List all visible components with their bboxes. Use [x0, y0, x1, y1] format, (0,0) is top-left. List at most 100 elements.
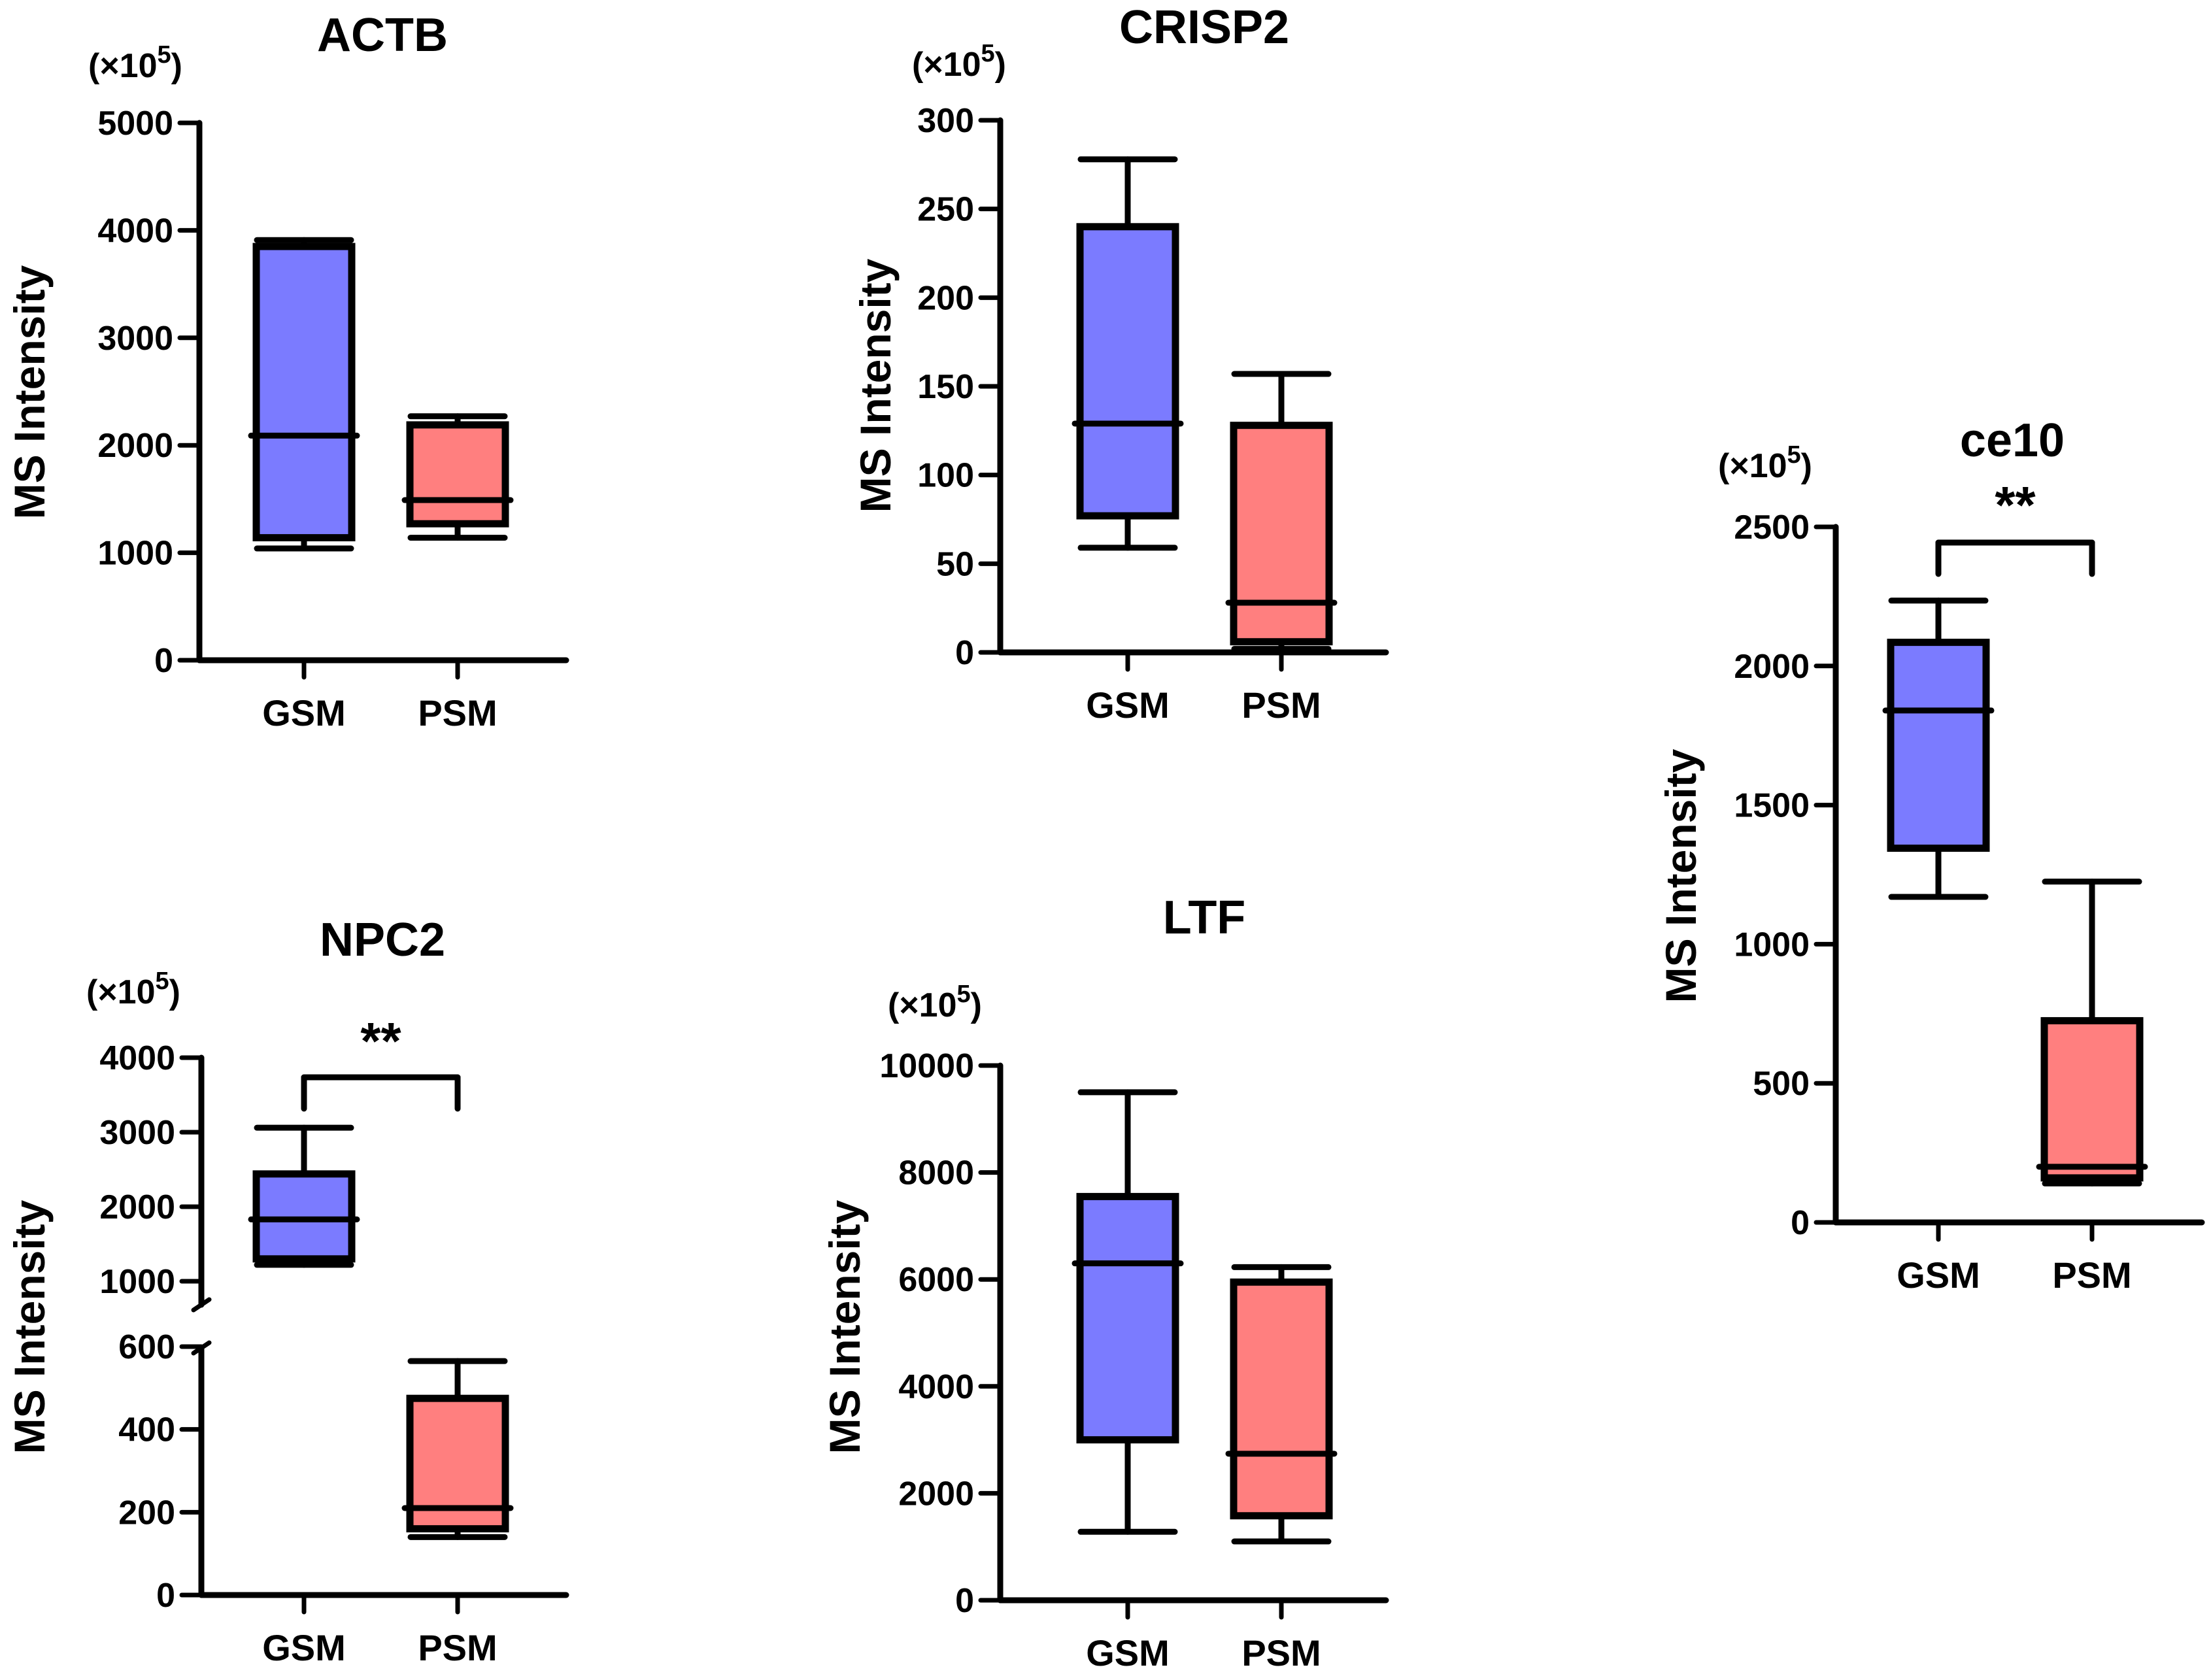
y-tick-label: 0	[955, 1582, 974, 1620]
scale-factor: (×105)	[86, 967, 180, 1011]
scale-exponent: 5	[156, 967, 169, 995]
box-iqr	[1230, 422, 1333, 646]
box-iqr	[2040, 1016, 2144, 1182]
scale-exponent: 5	[158, 41, 171, 69]
y-axis-label: MS Intensity	[820, 1200, 869, 1454]
box-gsm	[1072, 1089, 1184, 1535]
scale-close: )	[169, 973, 180, 1011]
y-tick-label: 1000	[1734, 926, 1810, 964]
chart-title: LTF	[1163, 892, 1246, 944]
y-axis-label: MS Intensity	[1657, 748, 1705, 1003]
y-tick-label: 4000	[97, 212, 173, 250]
box-psm	[1225, 1264, 1338, 1545]
scale-close: )	[995, 46, 1006, 84]
scale-exponent: 5	[1787, 441, 1801, 469]
y-tick-label: 4000	[898, 1368, 974, 1406]
y-tick-label: 250	[917, 191, 974, 229]
y-tick-label: 0	[154, 642, 173, 680]
x-tick-label-psm: PSM	[2052, 1254, 2131, 1296]
chart-title: CRISP2	[1119, 1, 1289, 54]
significance-bracket: **	[301, 1012, 461, 1112]
y-tick-label: 6000	[898, 1261, 974, 1299]
y-tick-label: 400	[118, 1411, 175, 1449]
chart-npc2: NPC2 (×105) MS Intensity 0 200 400 600 1000 2000…	[5, 914, 569, 1668]
box-gsm	[248, 237, 360, 552]
box-psm	[1225, 371, 1338, 652]
x-tick-label-gsm: GSM	[1086, 684, 1170, 726]
x-tick-label-gsm: GSM	[262, 1627, 346, 1668]
box-gsm	[1882, 597, 1995, 900]
x-tick-label-psm: PSM	[418, 1627, 497, 1668]
y-axis-label: MS Intensity	[851, 258, 900, 512]
box-psm	[401, 1358, 514, 1540]
chart-title: NPC2	[320, 914, 445, 966]
y-tick-label: 8000	[898, 1154, 974, 1192]
y-tick-label: 200	[118, 1494, 175, 1532]
chart-ce10: ce10 (×105) MS Intensity 0 500 1000 1500 2000 25…	[1657, 414, 2205, 1296]
x-tick-label-gsm: GSM	[262, 692, 346, 733]
box-iqr	[406, 421, 509, 528]
x-tick-label-gsm: GSM	[1897, 1254, 1980, 1296]
significance-bracket: **	[1935, 476, 2095, 577]
significance-stars: **	[360, 1012, 401, 1070]
y-tick-label: 1000	[99, 1263, 175, 1301]
x-tick-label-psm: PSM	[1241, 684, 1321, 726]
scale-exponent: 5	[981, 40, 995, 67]
y-tick-label: 10000	[879, 1047, 974, 1085]
axis-break-mark	[191, 1297, 212, 1313]
chart-crisp2: CRISP2 (×105) MS Intensity 0 50 100 150 200 250 3…	[851, 1, 1389, 726]
significance-stars: **	[1995, 476, 2036, 534]
y-tick-label: 5000	[97, 105, 173, 143]
y-axis-label: MS Intensity	[5, 265, 54, 519]
y-tick-label: 100	[917, 457, 974, 495]
y-tick-label: 2000	[898, 1475, 974, 1513]
y-tick-label: 2000	[1734, 648, 1810, 686]
scale-base: (×10	[888, 986, 957, 1024]
scale-close: )	[171, 47, 182, 85]
chart-ltf: LTF (×105) MS Intensity 0 2000 4000 6000 8000 10…	[820, 892, 1389, 1673]
box-gsm	[248, 1124, 360, 1268]
scale-close: )	[1801, 447, 1812, 485]
y-tick-label: 4000	[99, 1039, 175, 1077]
chart-actb: ACTB (×105) MS Intensity 0 1000 2000 3000 4000 5…	[5, 9, 569, 733]
box-iqr	[252, 243, 356, 542]
box-psm	[401, 413, 514, 541]
y-tick-label: 0	[955, 634, 974, 672]
y-tick-label: 1000	[97, 535, 173, 573]
x-tick-label-psm: PSM	[418, 692, 497, 733]
scale-factor: (×105)	[1718, 441, 1812, 485]
y-tick-label: 50	[936, 545, 974, 583]
y-axis-label: MS Intensity	[5, 1200, 54, 1454]
y-tick-label: 1500	[1734, 787, 1810, 825]
y-tick-label: 600	[118, 1328, 175, 1366]
y-tick-label: 3000	[99, 1114, 175, 1152]
scale-base: (×10	[88, 47, 158, 85]
y-tick-label: 2000	[99, 1188, 175, 1226]
x-tick-label-psm: PSM	[1241, 1632, 1321, 1673]
box-psm	[2036, 879, 2148, 1186]
scale-base: (×10	[1718, 447, 1787, 485]
box-iqr	[1230, 1278, 1333, 1520]
y-tick-label: 0	[156, 1577, 175, 1615]
y-tick-label: 2000	[97, 427, 173, 465]
box-iqr	[252, 1170, 356, 1263]
scale-exponent: 5	[957, 981, 971, 1008]
scale-factor: (×105)	[888, 981, 982, 1024]
chart-title: ACTB	[317, 9, 448, 61]
scale-factor: (×105)	[88, 41, 182, 85]
y-tick-label: 3000	[97, 320, 173, 358]
y-tick-label: 150	[917, 368, 974, 406]
box-iqr	[1887, 639, 1990, 852]
y-tick-label: 500	[1753, 1065, 1810, 1103]
scale-base: (×10	[86, 973, 156, 1011]
y-tick-label: 2500	[1734, 509, 1810, 546]
y-tick-label: 0	[1791, 1204, 1810, 1242]
box-iqr	[1076, 223, 1179, 520]
box-gsm	[1072, 156, 1184, 551]
scale-base: (×10	[912, 46, 981, 84]
y-tick-label: 200	[917, 279, 974, 317]
chart-title: ce10	[1960, 414, 2065, 467]
x-tick-label-gsm: GSM	[1086, 1632, 1170, 1673]
scale-close: )	[971, 986, 982, 1024]
